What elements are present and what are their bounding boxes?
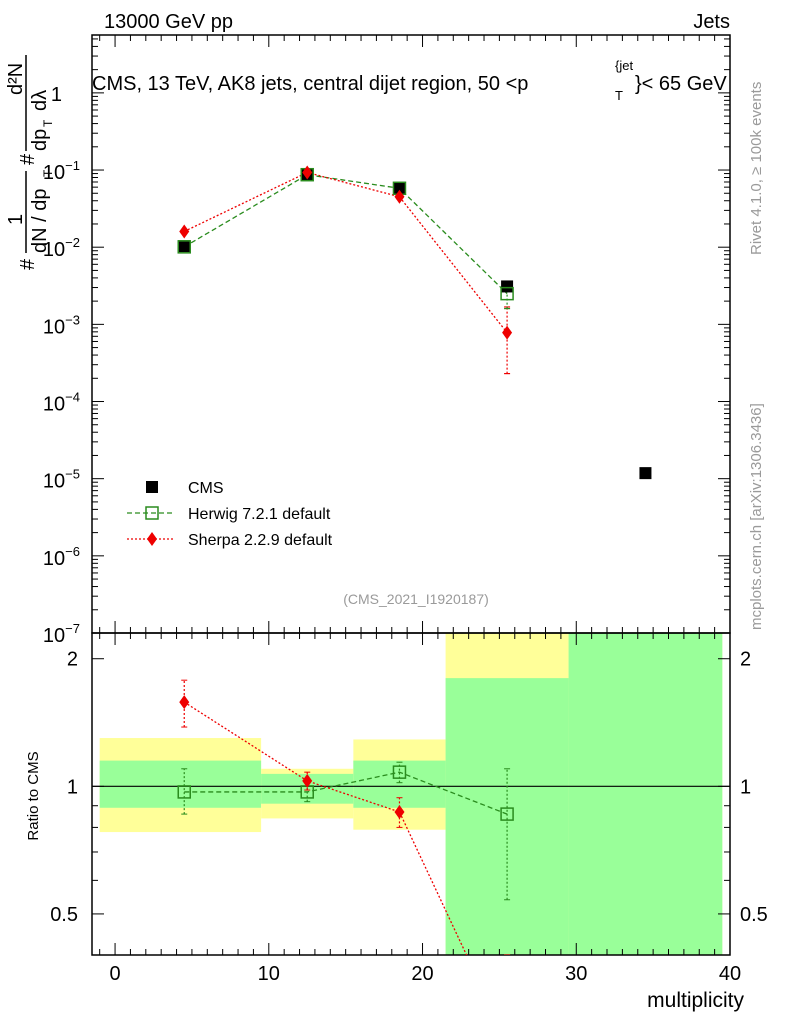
ylabel-hash-2: # — [17, 153, 39, 165]
legend-marker-herwig — [145, 506, 159, 520]
herwig-point — [177, 240, 191, 254]
ratio-green-band-4 — [568, 633, 723, 955]
title-tail: }< 65 GeV — [635, 73, 727, 95]
y-tick-label: 10−7 — [43, 621, 80, 647]
header-left: 13000 GeV pp — [104, 11, 233, 33]
sherpa-line — [183, 171, 508, 334]
cms-point — [178, 240, 191, 253]
ylabel-sub-T-1: T — [41, 169, 55, 177]
ratio-series-group — [177, 679, 514, 955]
y-tick-label: 10−2 — [43, 235, 80, 261]
cms-point — [501, 280, 514, 293]
ylabel-one: 1 — [5, 214, 27, 225]
x-tick-label: 40 — [719, 963, 741, 985]
y-tick-label: 10−3 — [43, 312, 80, 338]
legend-label-cms: CMS — [188, 480, 224, 497]
main-title: CMS, 13 TeV, AK8 jets, central dijet reg… — [92, 58, 727, 103]
legend-marker-cms — [146, 481, 158, 493]
ratio-y-tick-label-right: 0.5 — [740, 904, 768, 926]
ratio-sherpa-point — [302, 773, 313, 788]
ratio-y-axis-label: Ratio to CMS — [25, 751, 42, 840]
sherpa-point — [302, 165, 313, 180]
cms-point — [393, 182, 406, 195]
ratio-herwig-point — [392, 765, 407, 779]
ratio-y-tick-label-left: 0.5 — [50, 904, 78, 926]
header-right: Jets — [693, 11, 730, 33]
title-superscript: {jet — [615, 58, 633, 73]
y-tick-label: 10−6 — [43, 544, 80, 570]
ratio-sherpa-line — [183, 701, 468, 955]
ylabel-dN-dp: dN / dp — [29, 189, 51, 253]
title-text: CMS, 13 TeV, AK8 jets, central dijet reg… — [92, 73, 528, 95]
x-axis-label: multiplicity — [647, 989, 744, 1012]
ratio-sherpa-point — [179, 695, 190, 710]
x-tick-label: 20 — [411, 963, 433, 985]
main-y-axis-label: # 1 dN / dp T # dp T dλ d²N — [5, 55, 55, 270]
ratio-herwig-point — [500, 807, 514, 821]
ratio-y-tick-label-left: 1 — [67, 776, 78, 798]
ylabel-d2N: d²N — [5, 63, 27, 95]
sherpa-point — [179, 224, 190, 239]
rivet-version: Rivet 4.1.0, ≥ 100k events — [748, 82, 765, 255]
ratio-green-band-3 — [445, 678, 569, 955]
ratio-herwig-line — [184, 771, 508, 815]
x-tick-label: 10 — [258, 963, 280, 985]
ratio-plot-frame — [91, 632, 731, 956]
y-tick-label: 1 — [51, 84, 62, 106]
mcplots-credit: mcplots.cern.ch [arXiv:1306.3436] — [748, 403, 765, 630]
sherpa-point — [502, 325, 513, 340]
ratio-y-tick-label-right: 1 — [740, 776, 751, 798]
ylabel-sub-T-2: T — [41, 119, 55, 127]
ratio-y-tick-label-right: 2 — [740, 649, 751, 671]
legend-label-sherpa: Sherpa 2.2.9 default — [188, 532, 333, 549]
ratio-y-tick-label-left: 2 — [67, 649, 78, 671]
ylabel-dp: dp — [29, 129, 51, 151]
y-tick-label: 10−5 — [43, 467, 80, 493]
ratio-green-band-0 — [99, 760, 262, 808]
analysis-tag: (CMS_2021_I1920187) — [343, 591, 489, 607]
cms-point — [639, 467, 652, 480]
herwig-point — [500, 286, 514, 301]
title-subscript: T — [615, 88, 623, 103]
x-tick-label: 0 — [109, 963, 120, 985]
sherpa-point — [394, 189, 405, 204]
y-tick-label: 10−4 — [43, 390, 80, 416]
plot-layer: 0 10 20 30 40 10−7 10−6 10−5 10−4 10−3 10−2 10−1 1 0.… — [43, 34, 768, 985]
herwig-line — [183, 174, 508, 295]
ratio-sherpa-point — [394, 804, 405, 819]
ratio-herwig-point — [177, 785, 191, 799]
legend: CMS Herwig 7.2.1 default Sherpa 2.2.9 de… — [127, 480, 333, 549]
legend-marker-sherpa — [147, 532, 157, 546]
legend-label-herwig: Herwig 7.2.1 default — [188, 506, 331, 523]
ylabel-dlambda: dλ — [29, 90, 51, 111]
x-tick-label: 30 — [565, 963, 587, 985]
y-tick-label: 10−1 — [43, 158, 80, 184]
ylabel-hash-1: # — [17, 258, 39, 270]
